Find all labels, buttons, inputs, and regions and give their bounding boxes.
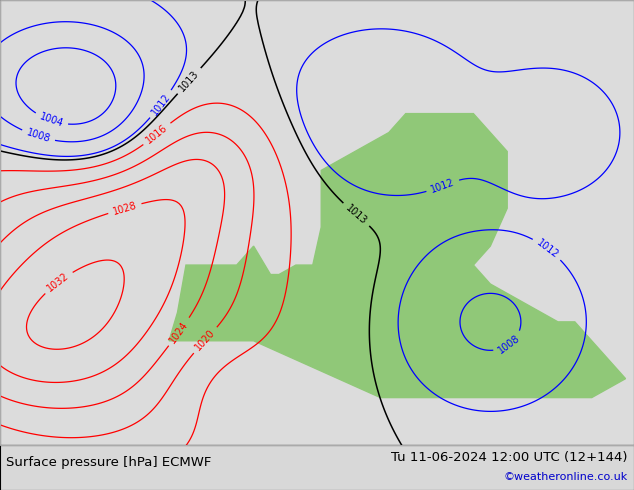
Text: 1004: 1004: [38, 112, 65, 129]
Text: 1013: 1013: [178, 69, 201, 93]
Text: 1008: 1008: [25, 128, 51, 145]
Text: 1012: 1012: [534, 237, 560, 260]
Text: Surface pressure [hPa] ECMWF: Surface pressure [hPa] ECMWF: [6, 456, 212, 468]
Text: 1013: 1013: [344, 203, 369, 226]
Text: 1028: 1028: [112, 200, 138, 217]
Text: 1024: 1024: [168, 319, 190, 345]
Text: ©weatheronline.co.uk: ©weatheronline.co.uk: [503, 472, 628, 482]
Text: 1032: 1032: [46, 270, 71, 294]
Text: 1020: 1020: [193, 328, 217, 353]
Polygon shape: [169, 114, 626, 397]
Text: 1008: 1008: [496, 333, 522, 356]
Text: 1012: 1012: [150, 91, 172, 117]
Text: Tu 11-06-2024 12:00 UTC (12+144): Tu 11-06-2024 12:00 UTC (12+144): [391, 451, 628, 464]
Text: 1016: 1016: [145, 122, 170, 146]
Text: 1012: 1012: [429, 177, 456, 195]
